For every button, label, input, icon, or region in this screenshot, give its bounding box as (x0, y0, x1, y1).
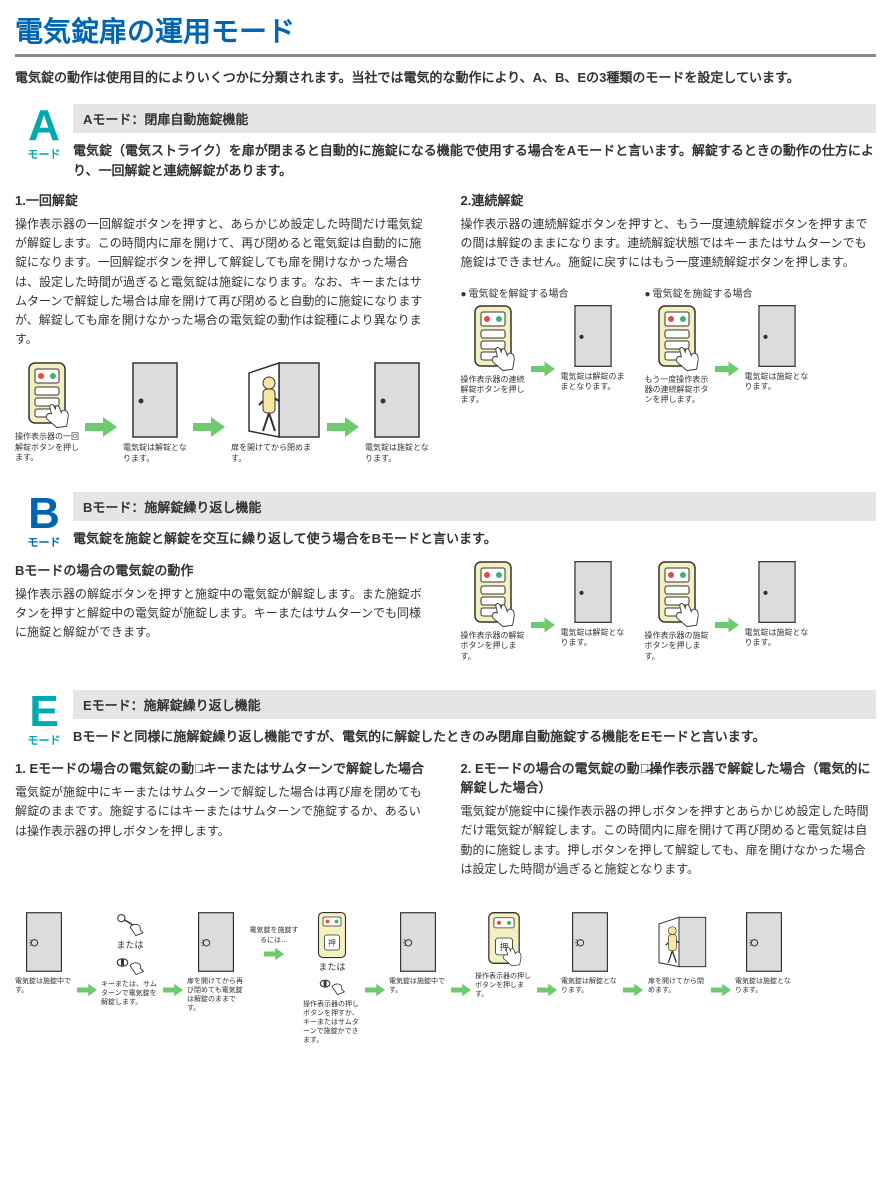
door-closed-icon (131, 361, 179, 439)
diagram-item: 電気錠は施錠中です。 (15, 911, 73, 995)
door-closed-icon (373, 361, 421, 439)
mode-b-title: Bモード：施解錠繰り返し機能 (73, 492, 876, 521)
diagram-item: 扉を開けてから閉めます。 (231, 361, 321, 464)
arrow-icon (264, 947, 284, 961)
hand-thumb-icon (312, 974, 352, 996)
mode-b-block: B モード Bモード：施解錠繰り返し機能 電気錠を施錠と解錠を交互に繰り返して使… (15, 492, 876, 662)
door-knob-icon (25, 911, 63, 973)
arrow-icon (531, 617, 555, 633)
door-closed-icon (757, 304, 797, 368)
diagram-item: 電気錠は解錠となります。 (561, 911, 619, 995)
arrow-icon (365, 983, 385, 997)
a-right-unlock-label: 電気錠を解錠する場合 (461, 285, 569, 300)
diagram-item: 操作表示器の押しボタンを押します。 (475, 911, 533, 999)
hand-icon (487, 332, 519, 372)
door-closed-icon (573, 560, 613, 624)
door-closed-icon (757, 560, 797, 624)
diagram-item: 電気錠は解錠となります。 (123, 361, 187, 464)
hand-icon (671, 588, 703, 628)
mode-a-desc: 電気錠（電気ストライク）を扉が閉まると自動的に施錠になる機能で使用する場合をAモ… (73, 141, 876, 180)
diagram-item: もう一度操作表示器の連続解錠ボタンを押します。 (645, 304, 709, 406)
door-knob-icon (571, 911, 609, 973)
mode-b-desc: 電気錠を施錠と解錠を交互に繰り返して使う場合をBモードと言います。 (73, 529, 876, 549)
door-closed-icon (573, 304, 613, 368)
mode-e-right-h: 2. Eモードの場合の電気錠の動作̶̶操作表示器で解錠した場合（電気的に解錠した… (461, 758, 877, 796)
diagram-item: 扉を開けてから閉めます。 (647, 911, 707, 995)
diagram-item: 扉を開けてから再び閉めても電気錠は解錠のままです。 (187, 911, 245, 1013)
mode-e-title: Eモード：施解錠繰り返し機能 (73, 690, 876, 719)
diagram-item: 電気錠は施錠中です。 (389, 911, 447, 995)
page-title: 電気錠扉の運用モード (15, 10, 876, 57)
diagram-item: 操作表示器の施錠ボタンを押します。 (645, 560, 709, 662)
mode-e-bottom-diagram: 電気錠は施錠中です。またはキーまたは、サムターンで電気錠を解錠します。扉を開けて… (15, 911, 876, 1045)
arrow-icon (193, 417, 225, 437)
hand-icon (499, 935, 525, 967)
mode-a-right-h: 2.連続解錠 (461, 190, 877, 209)
mode-e-left-body: 電気錠が施錠中にキーまたはサムターンで解錠した場合は再び扉を閉めても解錠のままで… (15, 783, 431, 841)
mode-a-block: A モード Aモード：閉扉自動施錠機能 電気錠（電気ストライク）を扉が閉まると自… (15, 104, 876, 464)
arrow-icon (537, 983, 557, 997)
diagram-item: またはキーまたは、サムターンで電気錠を解錠します。 (101, 911, 159, 1007)
arrow-icon (85, 417, 117, 437)
person-door-icon (647, 911, 707, 973)
arrow-icon (451, 983, 471, 997)
arrow-icon (715, 361, 739, 377)
mode-a-letter: A モード (15, 104, 73, 180)
mode-e-right-body: 電気錠が施錠中に操作表示器の押しボタンを押すとあらかじめ設定した時間だけ電気錠が… (461, 802, 877, 879)
mode-b-left-h: Bモードの場合の電気錠の動作 (15, 560, 431, 579)
mode-e-left-h: 1. Eモードの場合の電気錠の動作̶̶キーまたはサムターンで解錠した場合 (15, 758, 431, 777)
hand-icon (671, 332, 703, 372)
arrow-icon (327, 417, 359, 437)
diagram-item: 電気錠は解錠となります。 (561, 560, 625, 649)
diagram-item: 操作表示器の解錠ボタンを押します。 (461, 560, 525, 662)
diagram-item: 電気錠は施錠となります。 (735, 911, 793, 995)
door-knob-icon (745, 911, 783, 973)
hand-icon (487, 588, 519, 628)
door-knob-icon (399, 911, 437, 973)
arrow-icon (77, 983, 97, 997)
a-right-lock-label: 電気錠を施錠する場合 (645, 285, 753, 300)
diagram-item: または操作表示器の押しボタンを押すか、キーまたはサムターンで施錠かできます。 (303, 911, 361, 1045)
mode-a-right-body: 操作表示器の連続解錠ボタンを押すと、もう一度連続解錠ボタンを押すまでの間は解錠の… (461, 215, 877, 273)
diagram-item: 電気錠は施錠となります。 (745, 560, 809, 649)
diagram-item: 電気錠は解錠のままとなります。 (561, 304, 625, 393)
arrow-icon (623, 983, 643, 997)
arrow-icon (531, 361, 555, 377)
diagram-item: 電気錠は施錠となります。 (365, 361, 429, 464)
arrow-icon (711, 983, 731, 997)
keypad-push-icon (317, 911, 347, 959)
diagram-item: 操作表示器の連続解錠ボタンを押します。 (461, 304, 525, 406)
mode-a-title: Aモード：閉扉自動施錠機能 (73, 104, 876, 133)
hand-thumb-icon (110, 952, 150, 976)
mode-a-left-diagram: 操作表示器の一回解錠ボタンを押します。電気錠は解錠となります。扉を開けてから閉め… (15, 361, 431, 464)
hand-key-icon (110, 911, 150, 937)
arrow-icon (715, 617, 739, 633)
intro-text: 電気錠の動作は使用目的によりいくつかに分類されます。当社では電気的な動作により、… (15, 67, 876, 86)
mode-e-letter: E モード (15, 690, 73, 748)
diagram-item: 操作表示器の一回解錠ボタンを押します。 (15, 361, 79, 463)
mode-a-left-body: 操作表示器の一回解錠ボタンを押すと、あらかじめ設定した時間だけ電気錠が解錠します… (15, 215, 431, 349)
person-door-icon (231, 361, 321, 439)
hand-icon (41, 389, 73, 429)
mode-a-left-h: 1.一回解錠 (15, 190, 431, 209)
mode-b-letter: B モード (15, 492, 73, 550)
arrow-icon (163, 983, 183, 997)
mode-e-desc: Bモードと同様に施解錠繰り返し機能ですが、電気的に解錠したときのみ閉扉自動施錠す… (73, 727, 876, 747)
mode-b-left-body: 操作表示器の解錠ボタンを押すと施錠中の電気錠が解錠します。また施錠ボタンを押すと… (15, 585, 431, 643)
mode-e-block: E モード Eモード：施解錠繰り返し機能 Bモードと同様に施解錠繰り返し機能です… (15, 690, 876, 1045)
diagram-item: 電気錠は施錠となります。 (745, 304, 809, 393)
door-knob-icon (197, 911, 235, 973)
